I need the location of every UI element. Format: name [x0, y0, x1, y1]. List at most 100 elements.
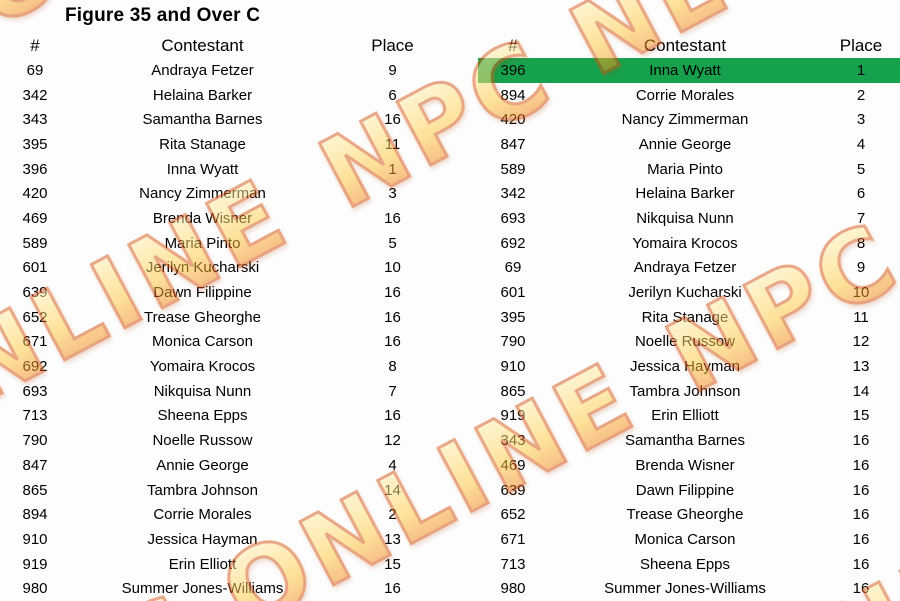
place-value: 15 — [384, 555, 401, 573]
table-row: 693 Nikquisa Nunn 7 — [478, 206, 900, 231]
contestant-name: Sheena Epps — [157, 407, 248, 425]
contestant-name: Monica Carson — [634, 530, 736, 548]
contestant-name: Nikquisa Nunn — [153, 382, 252, 400]
contestant-number: 910 — [500, 358, 526, 376]
contestant-number: 343 — [22, 111, 48, 129]
place-value: 16 — [852, 481, 870, 499]
contestant-name: Samantha Barnes — [624, 432, 746, 450]
contestant-number: 693 — [500, 209, 526, 227]
contestant-number: 790 — [22, 432, 48, 450]
contestant-number: 671 — [500, 530, 526, 548]
table-row: 342 Helaina Barker 6 — [478, 181, 900, 206]
place-value: 16 — [384, 209, 401, 227]
contestant-name: Samantha Barnes — [142, 111, 263, 129]
table-row: 671 Monica Carson 16 — [478, 527, 900, 552]
contestant-name: Annie George — [156, 456, 249, 474]
place-value: 16 — [384, 333, 401, 351]
contestant-number: 589 — [22, 234, 48, 252]
place-value: 5 — [388, 234, 397, 252]
table-row: 865 Tambra Johnson 14 — [478, 379, 900, 404]
page-title: Figure 35 and Over C — [65, 5, 261, 26]
table-header: # Contestant Place — [478, 33, 900, 58]
table-row: 865 Tambra Johnson 14 — [0, 478, 450, 503]
table-row: 639 Dawn Filippine 16 — [0, 280, 450, 305]
contestant-number: 713 — [500, 555, 526, 573]
contestant-name: Summer Jones-Williams — [604, 580, 766, 598]
contestant-name: Brenda Wisner — [635, 456, 735, 474]
place-value: 16 — [852, 432, 870, 450]
table-row: 343 Samantha Barnes 16 — [478, 428, 900, 453]
place-value: 11 — [853, 308, 869, 326]
contestant-number: 395 — [500, 308, 526, 326]
table-body: 69 Andraya Fetzer 9 342 Helaina Barker 6… — [0, 58, 450, 601]
contestant-number: 847 — [22, 456, 48, 474]
contestant-number: 420 — [500, 111, 526, 129]
place-value: 16 — [852, 456, 870, 474]
column-header-number: # — [30, 35, 40, 55]
contestant-name: Helaina Barker — [152, 86, 253, 104]
table-row: 601 Jerilyn Kucharski 10 — [0, 256, 450, 281]
contestant-name: Maria Pinto — [647, 160, 723, 178]
contestant-name: Tambra Johnson — [629, 382, 741, 400]
table-row: 652 Trease Gheorghe 16 — [478, 502, 900, 527]
place-value: 1 — [388, 160, 397, 178]
table-row: 910 Jessica Hayman 13 — [478, 354, 900, 379]
contestant-number: 639 — [500, 481, 526, 499]
table-row: 692 Yomaira Krocos 8 — [0, 354, 450, 379]
contestant-number: 919 — [500, 407, 526, 425]
table-row: 790 Noelle Russow 12 — [478, 330, 900, 355]
contestant-name: Corrie Morales — [635, 86, 735, 104]
contestant-name: Andraya Fetzer — [151, 61, 254, 79]
contestant-name: Monica Carson — [152, 333, 253, 351]
place-value: 6 — [388, 86, 397, 104]
table-row: 469 Brenda Wisner 16 — [0, 206, 450, 231]
column-header-number: # — [508, 35, 518, 55]
contestant-number: 342 — [500, 185, 526, 203]
place-value: 8 — [856, 234, 866, 252]
contestant-number: 652 — [22, 308, 48, 326]
table-row: 396 Inna Wyatt 1 — [0, 157, 450, 182]
table-row: 69 Andraya Fetzer 9 — [0, 58, 450, 83]
place-value: 7 — [856, 209, 866, 227]
table-row: 69 Andraya Fetzer 9 — [478, 256, 900, 281]
contestant-number: 713 — [22, 407, 48, 425]
place-value: 16 — [852, 580, 870, 598]
table-row: 894 Corrie Morales 2 — [0, 502, 450, 527]
table-row: 919 Erin Elliott 15 — [478, 404, 900, 429]
contestant-number: 343 — [500, 432, 526, 450]
table-row: 395 Rita Stanage 11 — [0, 132, 450, 157]
contestant-number: 919 — [22, 555, 48, 573]
contestant-name: Yomaira Krocos — [632, 234, 738, 252]
place-value: 2 — [856, 86, 866, 104]
table-row: 589 Maria Pinto 5 — [478, 157, 900, 182]
column-header-place: Place — [371, 35, 414, 55]
place-value: 1 — [856, 61, 866, 79]
results-table-by-place: # Contestant Place 396 Inna Wyatt 1 894 … — [478, 33, 900, 601]
contestant-number: 693 — [22, 382, 48, 400]
place-value: 13 — [384, 530, 401, 548]
contestant-name: Jerilyn Kucharski — [145, 259, 260, 277]
place-value: 15 — [852, 407, 870, 425]
contestant-number: 469 — [22, 209, 48, 227]
contestant-name: Annie George — [638, 135, 732, 153]
contestant-number: 601 — [22, 259, 48, 277]
place-value: 16 — [384, 407, 401, 425]
contestant-name: Corrie Morales — [153, 506, 252, 524]
contestant-name: Rita Stanage — [641, 308, 729, 326]
column-header-contestant: Contestant — [161, 35, 244, 55]
contestant-name: Noelle Russow — [634, 333, 736, 351]
place-value: 6 — [856, 185, 866, 203]
contestant-name: Dawn Filippine — [153, 284, 252, 302]
place-value: 10 — [852, 284, 870, 302]
contestant-number: 910 — [22, 530, 48, 548]
table-row: 980 Summer Jones-Williams 16 — [478, 576, 900, 601]
contestant-number: 652 — [500, 506, 526, 524]
contestant-number: 395 — [22, 135, 48, 153]
place-value: 12 — [384, 432, 401, 450]
table-row: 652 Trease Gheorghe 16 — [0, 305, 450, 330]
place-value: 3 — [856, 111, 866, 129]
table-row: 469 Brenda Wisner 16 — [478, 453, 900, 478]
place-value: 8 — [388, 358, 397, 376]
place-value: 5 — [856, 160, 866, 178]
contestant-number: 671 — [22, 333, 48, 351]
